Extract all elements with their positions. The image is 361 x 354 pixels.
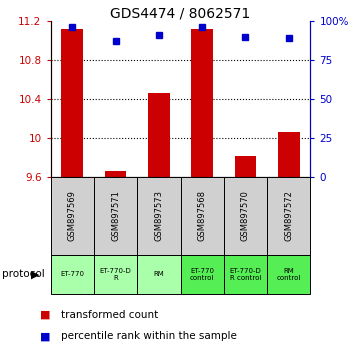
Bar <box>137 255 180 294</box>
Bar <box>180 177 224 255</box>
Text: RM: RM <box>153 272 164 277</box>
Bar <box>51 177 94 255</box>
Bar <box>137 177 180 255</box>
Text: ET-770: ET-770 <box>60 272 84 277</box>
Bar <box>267 255 310 294</box>
Text: GSM897571: GSM897571 <box>111 190 120 241</box>
Text: ET-770-D
R: ET-770-D R <box>100 268 131 281</box>
Bar <box>235 155 256 177</box>
Bar <box>94 177 137 255</box>
Bar <box>94 255 137 294</box>
Bar <box>61 29 83 177</box>
Text: percentile rank within the sample: percentile rank within the sample <box>61 331 237 341</box>
Bar <box>191 29 213 177</box>
Bar <box>278 132 300 177</box>
Text: RM
control: RM control <box>277 268 301 281</box>
Text: GSM897573: GSM897573 <box>155 190 163 241</box>
Text: GSM897570: GSM897570 <box>241 190 250 241</box>
Bar <box>180 255 224 294</box>
Title: GDS4474 / 8062571: GDS4474 / 8062571 <box>110 6 251 20</box>
Text: ■: ■ <box>40 331 50 341</box>
Bar <box>267 177 310 255</box>
Text: GSM897572: GSM897572 <box>284 190 293 241</box>
Bar <box>148 93 170 177</box>
Text: ▶: ▶ <box>31 269 40 279</box>
Bar <box>224 255 267 294</box>
Text: ET-770
control: ET-770 control <box>190 268 214 281</box>
Text: GSM897569: GSM897569 <box>68 190 77 241</box>
Bar <box>224 177 267 255</box>
Text: GSM897568: GSM897568 <box>198 190 206 241</box>
Bar <box>51 255 94 294</box>
Text: ■: ■ <box>40 310 50 320</box>
Bar <box>105 171 126 177</box>
Text: transformed count: transformed count <box>61 310 158 320</box>
Text: protocol: protocol <box>2 269 44 279</box>
Text: ET-770-D
R control: ET-770-D R control <box>230 268 261 281</box>
